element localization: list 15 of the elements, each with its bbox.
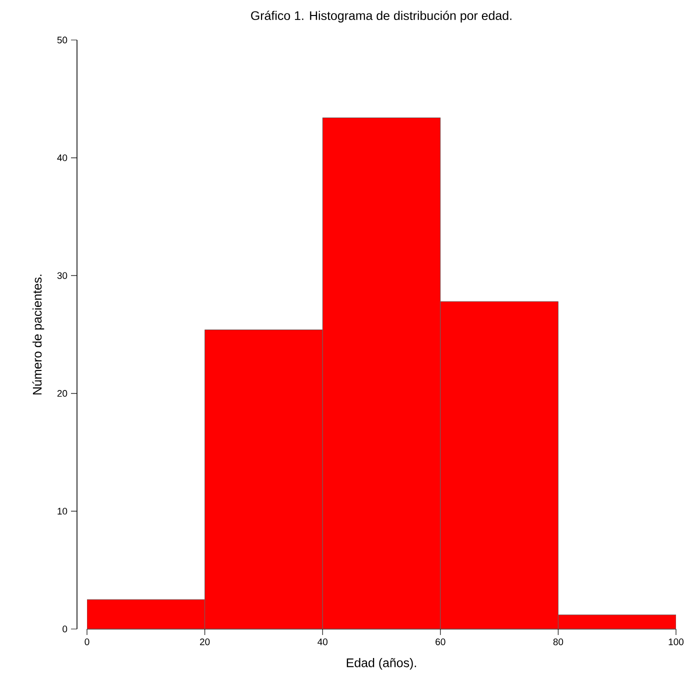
x-tick-label: 60 [436, 638, 446, 646]
y-tick-label: 40 [57, 154, 68, 162]
y-tick-label: 10 [58, 508, 68, 515]
x-tick-label: 100 [668, 638, 684, 646]
x-axis-title: Edad (años). [346, 658, 416, 670]
x-tick-label: 20 [200, 638, 210, 646]
x-tick-label: 40 [318, 638, 328, 646]
y-axis-title: Número de pacientes. [32, 274, 44, 394]
y-tick-label: 20 [57, 390, 68, 397]
x-tick-label: 80 [553, 638, 564, 646]
chart-title: Gráfico 1. Histograma de distribución por edad. [251, 10, 512, 22]
y-tick-label: 0 [62, 626, 68, 632]
y-tick-label: 30 [57, 272, 68, 279]
x-tick-label: 0 [84, 638, 90, 646]
y-tick-label: 50 [57, 36, 68, 44]
